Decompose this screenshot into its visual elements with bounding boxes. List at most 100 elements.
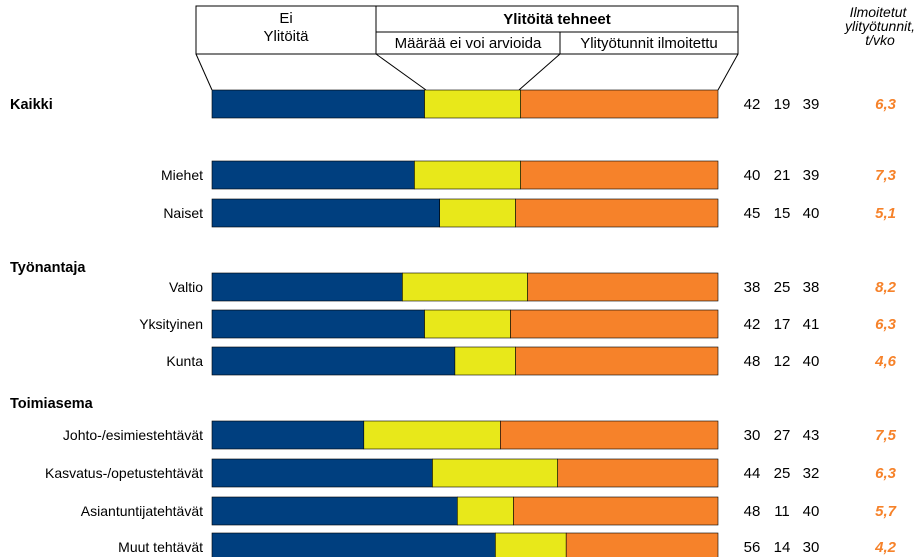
bar-segment-cannot-estimate	[424, 89, 521, 119]
bar-segment-cannot-estimate	[457, 496, 514, 526]
bar-segment-reported	[515, 198, 719, 228]
bar-segment-no-overtime	[211, 496, 458, 526]
row-value: 39	[803, 167, 820, 184]
row-hours: 4,6	[874, 353, 897, 370]
bar-segment-no-overtime	[211, 420, 365, 450]
row-value: 30	[744, 427, 761, 444]
legend-connector	[195, 53, 213, 91]
legend-connector	[717, 53, 739, 91]
row-value: 44	[744, 465, 761, 482]
row-label: Valtio	[169, 279, 203, 295]
row-hours: 7,5	[875, 427, 897, 444]
row-value: 40	[803, 503, 820, 520]
row-value: 25	[774, 279, 791, 296]
row-label: Yksityinen	[139, 316, 203, 332]
row-value: 11	[774, 503, 790, 520]
row-hours: 5,7	[875, 503, 897, 520]
bar-segment-reported	[520, 89, 719, 119]
row-value: 40	[803, 205, 820, 222]
right-header-line3: t/vko	[865, 32, 895, 48]
bar-segment-no-overtime	[211, 89, 425, 119]
bar-segment-reported	[513, 496, 719, 526]
row-value: 48	[744, 353, 761, 370]
row-value: 40	[744, 167, 761, 184]
row-hours: 5,1	[875, 205, 896, 222]
legend-no-overtime-line2: Ylitöitä	[263, 28, 309, 45]
row-value: 56	[744, 539, 761, 556]
row-value: 19	[774, 96, 791, 113]
row-hours: 4,2	[874, 539, 897, 556]
bar-segment-no-overtime	[211, 346, 456, 376]
row-label: Naiset	[163, 205, 203, 221]
row-value: 40	[803, 353, 820, 370]
row-value: 39	[803, 96, 820, 113]
row-value: 21	[774, 167, 791, 184]
row-label: Kaikki	[10, 97, 53, 113]
row-label: Asiantuntijatehtävät	[81, 503, 203, 519]
bar-segment-no-overtime	[211, 309, 425, 339]
group-heading-toimiasema: Toimiasema	[10, 396, 94, 412]
legend-cannot-estimate: Määrää ei voi arvioida	[395, 35, 542, 52]
row-value: 38	[803, 279, 820, 296]
legend-did-overtime: Ylitöitä tehneet	[503, 11, 611, 28]
legend-reported: Ylityötunnit ilmoitettu	[580, 35, 718, 52]
row-value: 43	[803, 427, 820, 444]
row-value: 48	[744, 503, 761, 520]
bar-segment-cannot-estimate	[454, 346, 516, 376]
row-value: 45	[744, 205, 761, 222]
right-header: Ilmoitetut ylityötunnit, t/vko	[844, 4, 915, 48]
legend-box-reported	[559, 31, 739, 55]
bar-segment-reported	[527, 272, 719, 302]
row-value: 38	[744, 279, 761, 296]
row-label: Miehet	[161, 167, 203, 183]
bar-segment-cannot-estimate	[424, 309, 511, 339]
legend-header: Ei Ylitöitä Ylitöitä tehneet Määrää ei v…	[195, 5, 739, 91]
row-value: 15	[774, 205, 791, 222]
bar-segment-reported	[565, 532, 719, 557]
row-hours: 6,3	[875, 96, 897, 113]
row-hours: 8,2	[875, 279, 897, 296]
row-value: 42	[744, 316, 761, 333]
bar-segment-no-overtime	[211, 272, 403, 302]
bar-segment-cannot-estimate	[439, 198, 516, 228]
row-value: 12	[774, 353, 791, 370]
row-label: Kunta	[166, 353, 203, 369]
chart-rows: Kaikki 42 19 39 6,3 Miehet 40 21 39 7,3 Naiset 45 15…	[10, 89, 897, 557]
row-value: 32	[803, 465, 820, 482]
row-label: Kasvatus-/opetustehtävät	[45, 465, 203, 481]
row-value: 14	[774, 539, 791, 556]
row-hours: 6,3	[875, 465, 897, 482]
bar-segment-no-overtime	[211, 458, 433, 488]
right-header-line2: ylityötunnit,	[844, 18, 915, 34]
group-heading-tyonantaja: Työnantaja	[10, 260, 86, 276]
bar-segment-reported	[510, 309, 719, 339]
bar-segment-cannot-estimate	[432, 458, 558, 488]
bar-segment-reported	[520, 160, 719, 190]
row-value: 25	[774, 465, 791, 482]
row-hours: 6,3	[875, 316, 897, 333]
bar-segment-cannot-estimate	[495, 532, 567, 557]
bar-segment-reported	[500, 420, 719, 450]
bar-segment-cannot-estimate	[363, 420, 501, 450]
row-hours: 7,3	[875, 167, 897, 184]
bar-segment-reported	[557, 458, 719, 488]
row-value: 42	[744, 96, 761, 113]
row-value: 41	[803, 316, 820, 333]
legend-connector	[375, 53, 427, 91]
bar-segment-cannot-estimate	[414, 160, 521, 190]
bar-segment-reported	[515, 346, 719, 376]
bar-segment-cannot-estimate	[402, 272, 528, 302]
bar-segment-no-overtime	[211, 160, 415, 190]
row-value: 27	[774, 427, 791, 444]
row-value: 30	[803, 539, 820, 556]
row-label: Johto-/esimiestehtävät	[63, 427, 203, 443]
legend-no-overtime-line1: Ei	[279, 10, 292, 27]
right-header-line1: Ilmoitetut	[850, 4, 908, 20]
legend-connector	[518, 53, 561, 91]
legend-box-did-overtime	[375, 5, 739, 33]
legend-box-no-overtime	[195, 5, 377, 55]
row-value: 17	[774, 316, 791, 333]
bar-segment-no-overtime	[211, 198, 440, 228]
row-label: Muut tehtävät	[118, 539, 203, 555]
